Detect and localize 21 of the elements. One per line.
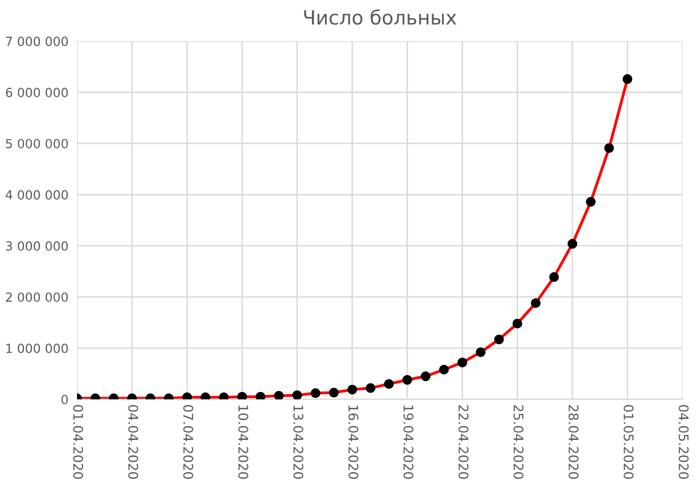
x-tick-label: 04.05.2020 (678, 405, 689, 479)
y-tick-label: 4 000 000 (6, 190, 68, 200)
x-tick-label: 13.04.2020 (293, 406, 304, 479)
x-tick-label: 22.04.2020 (458, 405, 468, 479)
y-tick-label: 6 000 000 (6, 88, 68, 98)
x-tick-label: 28.04.2020 (568, 405, 579, 479)
x-tick-label: 19.04.2020 (403, 406, 414, 479)
y-tick-label: 3 000 000 (6, 241, 68, 251)
y-tick-label: 2 000 000 (6, 292, 68, 302)
x-tick-label: 16.04.2020 (348, 406, 358, 479)
y-tick-label: 1 000 000 (6, 344, 68, 354)
x-tick-label: 01.04.2020 (73, 405, 84, 479)
x-tick-label: 04.04.2020 (128, 405, 138, 479)
x-tick-label: 07.04.2020 (183, 405, 194, 479)
x-tick-label: 01.05.2020 (624, 405, 634, 479)
x-tick-label: 25.04.2020 (514, 405, 524, 479)
y-tick-label: 5 000 000 (6, 138, 68, 148)
x-tick-label: 10.04.2020 (238, 406, 248, 479)
chart-title: Число больных (304, 9, 456, 25)
y-tick-label: 7 000 000 (6, 36, 68, 46)
y-tick-label: 0 (62, 394, 68, 404)
